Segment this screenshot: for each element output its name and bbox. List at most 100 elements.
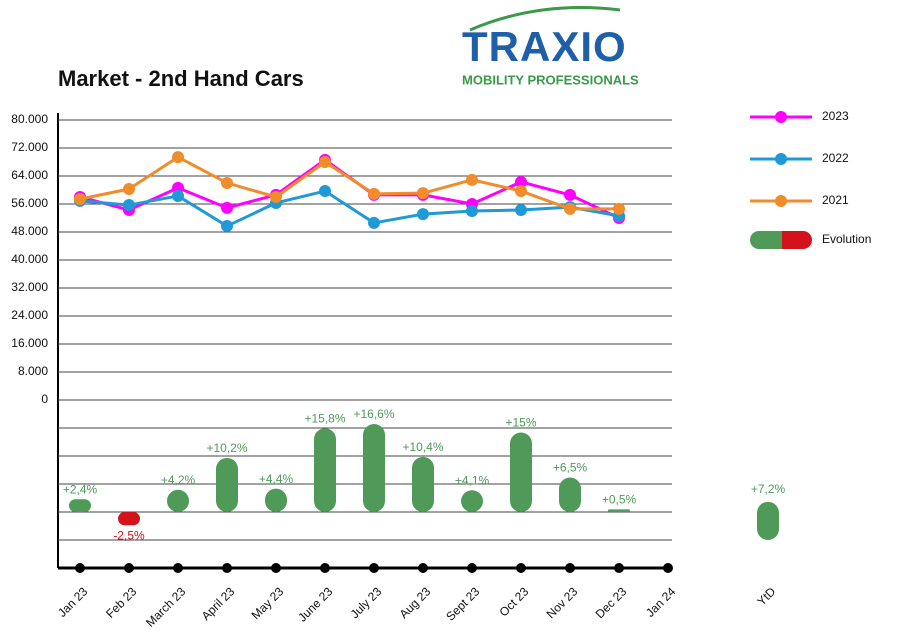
x-tick-dot	[614, 563, 624, 573]
legend-dot	[775, 111, 787, 123]
evolution-bar	[363, 424, 385, 512]
y-tick-label: 64.000	[11, 168, 48, 182]
x-tick-label: July 23	[348, 584, 385, 621]
x-tick-label: April 23	[199, 584, 238, 623]
logo-tagline: MOBILITY PROFESSIONALS	[462, 72, 639, 87]
y-tick-label: 16.000	[11, 336, 48, 350]
point	[270, 191, 282, 203]
point	[221, 201, 233, 214]
evolution-bar	[559, 477, 581, 512]
y-tick-label: 40.000	[11, 252, 48, 266]
evolution-bar	[69, 499, 91, 512]
y-tick-label: 24.000	[11, 308, 48, 322]
legend-label: Evolution	[822, 232, 871, 246]
y-tick-label: 48.000	[11, 224, 48, 238]
evolution-label: +15%	[505, 416, 536, 430]
x-tick-dot	[663, 563, 673, 573]
evolution-bar	[167, 489, 189, 512]
evolution-bar	[757, 501, 779, 540]
x-tick-dot	[75, 563, 85, 573]
x-tick-label: Jan 23	[55, 584, 91, 620]
x-tick-dot	[565, 563, 575, 573]
y-tick-label: 56.000	[11, 196, 48, 210]
x-tick-dot	[418, 563, 428, 573]
point	[466, 173, 478, 186]
series-line	[79, 155, 619, 211]
evolution-bar	[461, 490, 483, 512]
legend-label: 2022	[822, 151, 849, 165]
point	[564, 202, 576, 215]
evolution-label: -2,5%	[113, 528, 145, 542]
point	[417, 187, 429, 200]
evolution-label: +0,5%	[602, 493, 637, 507]
point	[221, 177, 233, 189]
evolution-label: +16,6%	[353, 407, 394, 421]
x-tick-label: Sept 23	[443, 584, 482, 623]
legend-label: 2023	[822, 109, 849, 123]
x-tick-label: March 23	[143, 584, 189, 630]
point	[319, 156, 331, 168]
y-tick-label: 80.000	[11, 112, 48, 126]
x-tick-dot	[222, 563, 232, 573]
x-tick-label: Aug 23	[397, 584, 434, 621]
x-tick-label: June 23	[295, 584, 335, 624]
x-tick-label: Dec 23	[593, 584, 630, 621]
y-tick-label: 0	[41, 392, 48, 406]
legend-evolution-red-join	[782, 231, 794, 249]
x-tick-label: Nov 23	[544, 584, 581, 621]
point	[417, 208, 429, 221]
x-tick-label: Jan 24	[643, 584, 679, 620]
point	[221, 220, 233, 233]
x-tick-label: Oct 23	[496, 584, 531, 619]
y-tick-label: 72.000	[11, 140, 48, 154]
point	[368, 216, 380, 229]
evolution-bar	[265, 488, 287, 512]
x-tick-label: May 23	[249, 584, 287, 622]
legend-evolution-green	[750, 231, 790, 249]
ytd-category: YtD	[754, 584, 778, 608]
y-tick-label: 32.000	[11, 280, 48, 294]
point	[515, 185, 527, 198]
ytd-label: +7,2%	[751, 482, 786, 496]
point	[515, 175, 527, 188]
series-line	[79, 189, 620, 228]
evolution-label: +4,1%	[455, 473, 490, 487]
legend-dot	[775, 195, 787, 207]
point	[172, 189, 184, 202]
x-tick-dot	[467, 563, 477, 573]
logo-swoosh	[469, 6, 621, 32]
point	[172, 151, 184, 164]
evolution-label: +2,4%	[63, 482, 98, 496]
x-tick-dot	[173, 563, 183, 573]
point	[74, 193, 86, 206]
evolution-label: +15,8%	[304, 411, 345, 425]
x-tick-dot	[516, 563, 526, 573]
logo-name: TRAXIO	[462, 23, 627, 70]
evolution-bar	[412, 456, 434, 512]
point	[466, 205, 478, 217]
evolution-bar	[118, 512, 140, 526]
evolution-label: +10,4%	[402, 440, 443, 454]
evolution-bar	[608, 509, 630, 512]
point	[123, 182, 135, 195]
point	[123, 199, 135, 212]
evolution-label: +4,4%	[259, 472, 294, 486]
x-tick-dot	[320, 563, 330, 573]
y-tick-label: 8.000	[18, 364, 48, 378]
legend-label: 2021	[822, 193, 849, 207]
x-tick-dot	[369, 563, 379, 573]
evolution-label: +4,2%	[161, 473, 196, 487]
point	[564, 188, 576, 201]
point	[319, 185, 331, 198]
evolution-label: +6,5%	[553, 461, 588, 475]
evolution-bar	[510, 432, 532, 512]
point	[515, 203, 527, 216]
x-tick-dot	[124, 563, 134, 573]
x-tick-dot	[271, 563, 281, 573]
chart-title: Market - 2nd Hand Cars	[58, 66, 304, 91]
x-tick-label: Feb 23	[103, 584, 140, 621]
point	[368, 187, 380, 200]
evolution-label: +10,2%	[206, 441, 247, 455]
